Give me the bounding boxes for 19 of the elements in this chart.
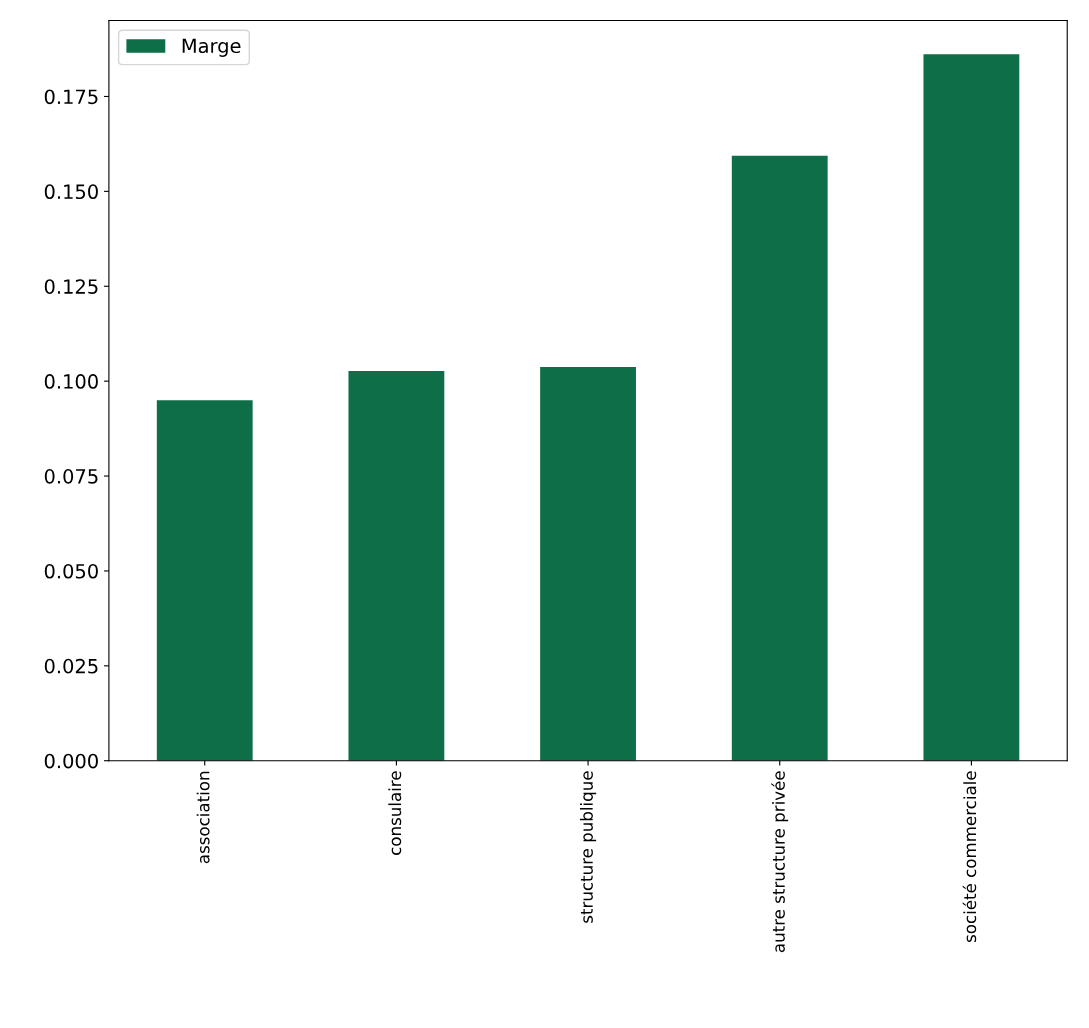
x-tick-label: société commerciale: [962, 771, 977, 943]
x-tick-label: structure publique: [579, 771, 597, 923]
x-tick-label: consulaire: [388, 771, 402, 855]
legend-label: Marge: [182, 38, 241, 57]
bar: [540, 367, 636, 761]
bar: [731, 155, 828, 761]
x-tick-label: autre structure privée: [771, 771, 789, 953]
y-tick-label: 0.175: [44, 89, 98, 105]
y-tick-label: 0.025: [44, 658, 98, 674]
y-tick-label: 0.125: [44, 279, 98, 294]
bar: [348, 370, 445, 761]
bar: [156, 400, 253, 761]
y-tick-label: 0.075: [44, 469, 98, 484]
y-tick-label: 0.000: [44, 753, 98, 769]
y-tick-label: 0.050: [44, 563, 98, 579]
bar: [923, 54, 1020, 761]
y-tick-label: 0.100: [44, 374, 98, 389]
y-tick-label: 0.150: [44, 184, 98, 200]
x-tick-label: association: [196, 771, 210, 864]
